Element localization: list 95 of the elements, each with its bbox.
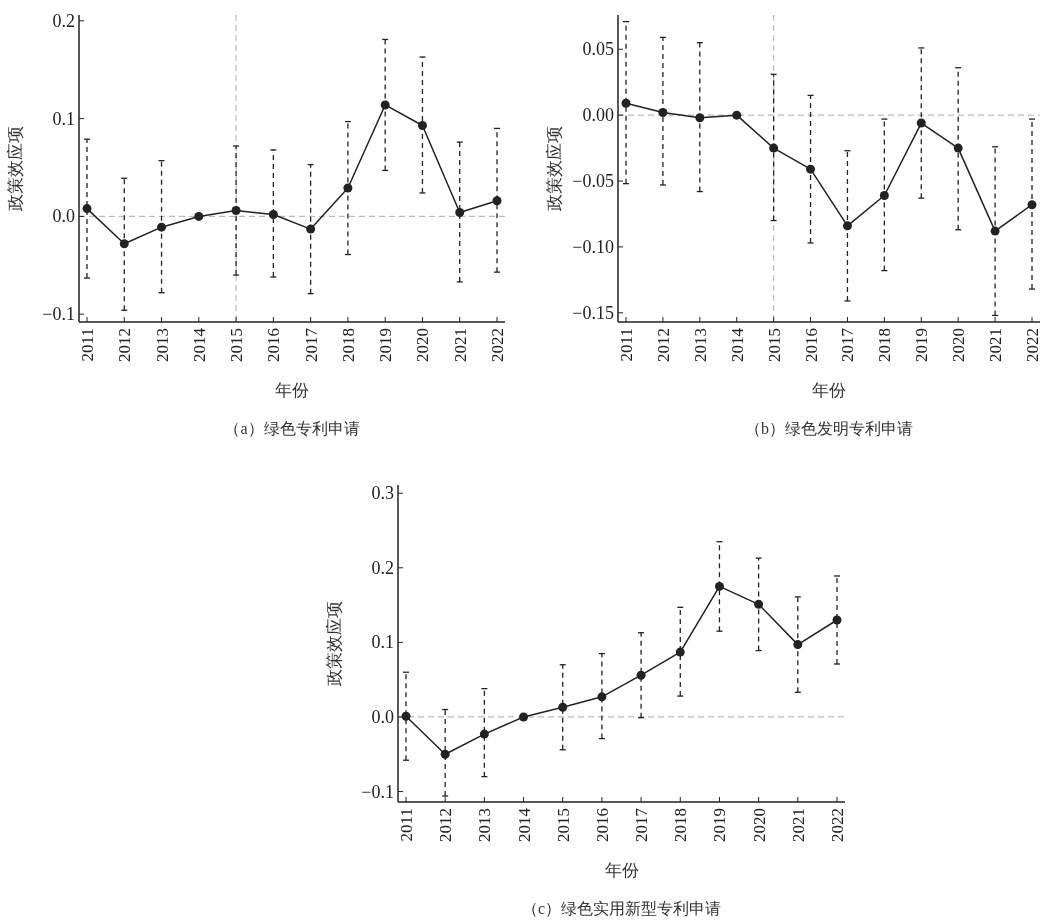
point — [492, 196, 502, 206]
point — [380, 100, 390, 110]
point — [879, 191, 889, 201]
x-tick-label: 2016 — [264, 328, 284, 362]
point — [916, 118, 926, 128]
x-tick-label: 2014 — [514, 807, 534, 842]
x-tick-label: 2017 — [838, 327, 858, 362]
x-tick-label: 2021 — [450, 328, 470, 362]
x-tick-label: 2017 — [632, 807, 652, 842]
point — [793, 640, 803, 650]
x-tick-label: 2016 — [801, 328, 821, 362]
point — [343, 183, 353, 193]
point — [832, 615, 842, 625]
x-tick-label: 2015 — [227, 328, 247, 362]
y-tick-label: 0.0 — [52, 206, 75, 227]
y-tick-label: −0.05 — [572, 171, 614, 192]
point — [82, 204, 92, 214]
point — [1027, 200, 1037, 210]
point — [769, 143, 779, 153]
point — [695, 113, 705, 123]
x-tick-label: 2011 — [397, 808, 416, 842]
x-tick-label: 2012 — [115, 328, 135, 362]
x-tick-label: 2014 — [189, 327, 209, 362]
point — [732, 110, 742, 120]
point — [157, 222, 167, 232]
point — [268, 209, 278, 219]
point — [455, 208, 465, 217]
point — [401, 711, 411, 721]
y-tick-label: 0.05 — [582, 39, 614, 60]
x-tick-label: 2011 — [617, 328, 636, 362]
x-tick-label: 2020 — [749, 808, 769, 842]
x-tick-label: 2018 — [875, 328, 895, 362]
x-tick-label: 2014 — [727, 327, 747, 362]
x-tick-label: 2022 — [828, 808, 847, 842]
y-tick-label: 0.2 — [371, 557, 394, 578]
point — [806, 164, 816, 174]
point — [479, 729, 489, 739]
point — [658, 108, 668, 117]
point — [636, 670, 646, 680]
x-tick-label: 2013 — [475, 808, 495, 842]
x-axis-title: 年份 — [275, 381, 309, 400]
y-tick-label: 0.0 — [371, 706, 394, 727]
y-tick-label: −0.15 — [572, 302, 614, 323]
x-tick-label: 2012 — [653, 328, 673, 362]
x-tick-label: 2022 — [1023, 328, 1042, 362]
point — [558, 702, 568, 712]
point — [519, 712, 529, 722]
x-tick-label: 2013 — [690, 328, 710, 362]
x-tick-label: 2018 — [338, 328, 358, 362]
x-tick-label: 2022 — [488, 328, 507, 362]
x-tick-label: 2011 — [78, 328, 97, 362]
x-tick-label: 2015 — [764, 328, 784, 362]
x-tick-label: 2012 — [436, 808, 456, 842]
y-tick-label: 0.00 — [582, 105, 614, 126]
x-tick-label: 2020 — [949, 328, 969, 362]
point — [990, 226, 1000, 236]
y-tick-label: 0.3 — [371, 483, 394, 504]
point — [440, 749, 450, 759]
x-tick-label: 2019 — [376, 328, 396, 362]
x-tick-label: 2013 — [152, 328, 172, 362]
x-tick-label: 2019 — [912, 328, 932, 362]
y-axis-title: 政策效应项 — [545, 126, 564, 211]
point — [842, 221, 852, 231]
text: （b）绿色发明专利申请 — [745, 420, 913, 437]
point — [231, 206, 241, 216]
y-tick-label: 0.1 — [371, 632, 394, 653]
x-tick-label: 2021 — [788, 808, 808, 842]
y-tick-label: −0.1 — [361, 781, 394, 802]
x-axis-title: 年份 — [812, 381, 846, 400]
y-axis-title: 政策效应项 — [6, 126, 25, 211]
point — [194, 211, 204, 221]
point — [714, 581, 724, 591]
x-tick-label: 2019 — [710, 808, 730, 842]
text: （a）绿色专利申请 — [224, 420, 360, 437]
point — [417, 120, 427, 130]
x-axis-title: 年份 — [604, 861, 639, 880]
point — [621, 98, 631, 108]
point — [953, 143, 963, 153]
point — [306, 224, 316, 234]
y-tick-label: 0.1 — [52, 108, 75, 129]
y-axis-title: 政策效应项 — [325, 601, 344, 686]
x-tick-label: 2016 — [592, 808, 612, 842]
point — [754, 599, 764, 609]
point — [675, 647, 685, 657]
x-tick-label: 2020 — [413, 328, 433, 362]
point — [119, 239, 129, 249]
x-tick-label: 2021 — [986, 328, 1006, 362]
x-tick-label: 2018 — [671, 808, 691, 842]
text: （c）绿色实用新型专利申请 — [521, 900, 722, 917]
point — [597, 692, 607, 702]
y-tick-label: −0.1 — [42, 304, 75, 325]
y-tick-label: −0.10 — [572, 236, 614, 257]
y-tick-label: 0.2 — [52, 10, 75, 31]
x-tick-label: 2015 — [553, 808, 573, 842]
x-tick-label: 2017 — [301, 327, 321, 362]
